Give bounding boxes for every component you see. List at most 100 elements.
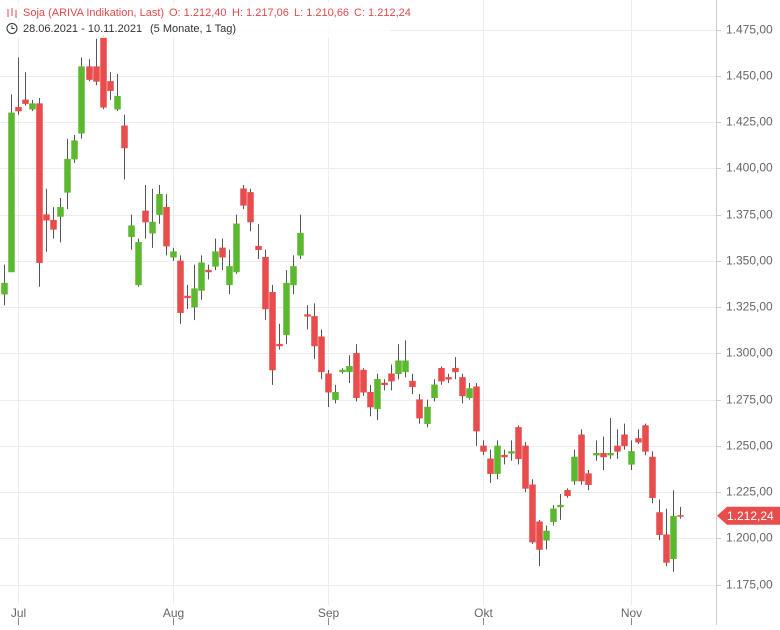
header-bg	[0, 2, 390, 38]
candle-body	[50, 219, 57, 230]
candle-body	[247, 192, 254, 223]
candle-body	[409, 380, 416, 387]
candle-body	[64, 158, 71, 193]
candle-body	[100, 36, 107, 108]
x-tick-label: Nov	[621, 606, 642, 620]
candle-body	[501, 454, 508, 458]
x-tick-label: Sep	[318, 606, 340, 620]
candle-body	[15, 107, 22, 112]
candle-body	[339, 369, 346, 373]
candle-body	[43, 214, 50, 221]
candle-body	[522, 445, 529, 489]
candle-body	[677, 515, 684, 517]
candle-body	[240, 188, 247, 206]
candle-body	[71, 140, 78, 160]
candle-body	[353, 353, 360, 399]
y-tick-label: 1.350,00	[726, 254, 773, 268]
candle-body	[395, 360, 402, 374]
candle-body	[198, 262, 205, 291]
candle-body	[642, 425, 649, 452]
candle-body	[663, 534, 670, 563]
candle-body	[156, 194, 163, 215]
candle-body	[649, 456, 656, 498]
candle-body	[543, 530, 550, 541]
candle-body	[670, 515, 677, 559]
candle-body	[635, 438, 642, 443]
candle-body	[564, 490, 571, 497]
candle-body	[578, 434, 585, 482]
candle-body	[459, 377, 466, 397]
candle-body	[438, 367, 445, 382]
candle-body	[283, 282, 290, 336]
ohlc-label: C: 1.212,24	[354, 7, 411, 19]
y-tick-label: 1.450,00	[726, 69, 773, 83]
candle-body	[142, 210, 149, 223]
candle-body	[107, 81, 114, 91]
candle-body	[480, 445, 487, 452]
x-tick-label: Okt	[474, 606, 493, 620]
candle-body	[452, 367, 459, 373]
candle-body	[374, 379, 381, 410]
candle-body	[1, 282, 8, 295]
candle-body	[585, 473, 592, 485]
candle-body	[473, 386, 480, 432]
candle-body	[466, 388, 473, 399]
candle-body	[86, 66, 93, 80]
candle-body	[219, 247, 226, 258]
candle-body	[508, 451, 515, 454]
candle-body	[78, 66, 85, 134]
candle-body	[163, 206, 170, 247]
candle-body	[135, 242, 142, 286]
candle-body	[487, 458, 494, 474]
y-tick-label: 1.400,00	[726, 161, 773, 175]
candle-body	[212, 251, 219, 267]
y-tick-label: 1.200,00	[726, 531, 773, 545]
candle-body	[262, 256, 269, 310]
candle-body	[388, 373, 395, 382]
candle-body	[290, 266, 297, 286]
candle-body	[367, 391, 374, 408]
candle-body	[191, 288, 198, 308]
date-range: 28.06.2021 - 10.11.2021	[23, 23, 142, 35]
y-tick-label: 1.175,00	[726, 578, 773, 592]
candle-body	[205, 269, 212, 273]
candle-body	[607, 453, 614, 456]
candle-body	[360, 369, 367, 393]
candle-body	[311, 316, 318, 347]
candle-body	[557, 504, 564, 508]
candle-body	[121, 125, 128, 149]
chart-title: Soja (ARIVA Indikation, Last)	[23, 7, 164, 19]
candle-body	[593, 453, 600, 456]
period: (5 Monate, 1 Tag)	[150, 23, 236, 35]
x-tick-label: Aug	[163, 606, 184, 620]
candles	[1, 35, 684, 572]
candle-body	[621, 434, 628, 447]
candle-body	[177, 260, 184, 313]
candle-body	[424, 406, 431, 424]
candle-body	[149, 221, 156, 234]
candle-body	[170, 251, 177, 258]
candle-body	[57, 206, 64, 217]
candle-body	[416, 399, 423, 419]
chart-icon	[7, 8, 17, 18]
candle-body	[431, 384, 438, 399]
candle-body	[29, 103, 36, 110]
last-price-label: 1.212,24	[727, 509, 774, 523]
candle-body	[571, 456, 578, 482]
ohlc-label: L: 1.210,66	[294, 7, 349, 19]
y-tick-label: 1.325,00	[726, 300, 773, 314]
candle-body	[332, 391, 339, 400]
candle-body	[381, 382, 388, 386]
last-price-badge	[717, 506, 780, 525]
x-tick-label: Jul	[11, 606, 26, 620]
y-tick-label: 1.250,00	[726, 439, 773, 453]
candle-body	[304, 314, 311, 317]
candle-body	[325, 373, 332, 393]
candle-body	[600, 453, 607, 458]
candle-body	[184, 295, 191, 299]
candle-body	[297, 232, 304, 256]
candle-body	[628, 451, 635, 465]
candle-body	[656, 512, 663, 535]
candle-body	[346, 366, 353, 373]
y-tick-label: 1.225,00	[726, 485, 773, 499]
